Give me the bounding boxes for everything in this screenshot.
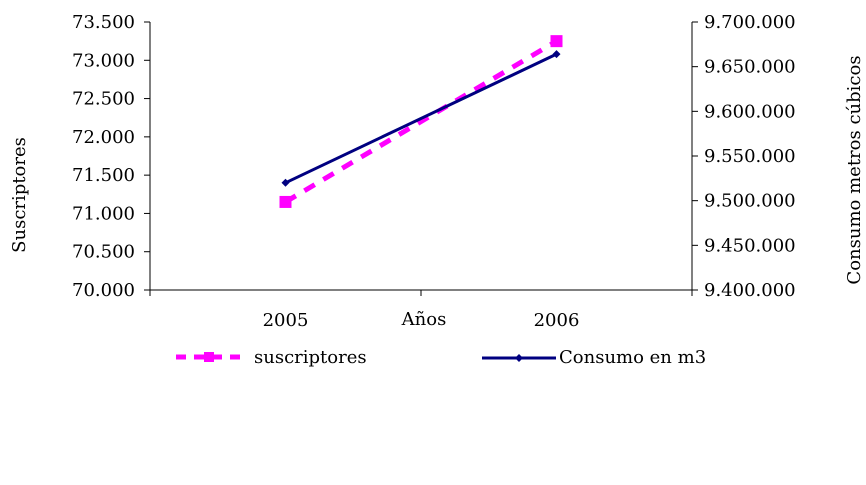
legend-item-suscriptores: suscriptores [176,347,367,368]
data-point [281,178,290,187]
left-tick-label: 72.000 [72,127,135,148]
series-line [284,38,558,205]
data-point [279,195,292,208]
right-tick-label: 9.500.000 [704,191,796,212]
right-tick-label: 9.600.000 [704,101,796,122]
legend-marker-suscriptores [204,352,214,362]
x-tick-label: 2005 [263,310,309,331]
series-line [284,52,558,185]
right-tick-label: 9.550.000 [704,146,796,167]
data-point [552,50,561,59]
right-tick-label: 9.400.000 [704,280,796,301]
right-axis-title: Consumo metros cúbicos [844,55,865,284]
series-consumo [281,50,561,187]
left-tick-label: 71.500 [72,165,135,186]
right-tick-label: 9.700.000 [704,12,796,33]
left-tick-label: 71.000 [72,203,135,224]
axes [149,22,693,291]
series-layer [279,35,563,208]
right-axis-ticks: 9.400.000 9.450.000 9.500.000 9.550.000 9.60… [692,12,796,301]
left-tick-label: 73.000 [72,50,135,71]
legend: suscriptores Consumo en m3 [176,347,706,368]
series-suscriptores [279,35,563,208]
right-tick-label: 9.650.000 [704,57,796,78]
legend-marker-consumo [515,354,523,362]
legend-label-suscriptores: suscriptores [254,347,367,368]
right-tick-label: 9.450.000 [704,235,796,256]
left-tick-label: 70.000 [72,280,135,301]
legend-item-consumo: Consumo en m3 [482,347,706,368]
left-tick-label: 73.500 [72,12,135,33]
left-axis-title: Suscriptores [9,137,30,253]
left-tick-label: 70.500 [72,242,135,263]
x-axis-ticks: 2005 2006 [149,290,693,331]
left-tick-label: 72.500 [72,89,135,110]
x-tick-label: 2006 [534,310,580,331]
data-point [550,35,563,48]
left-axis-ticks: 70.000 70.500 71.000 71.500 72.000 72.500 73.0… [72,12,150,301]
x-axis-title: Años [401,309,447,330]
legend-label-consumo: Consumo en m3 [559,347,706,368]
